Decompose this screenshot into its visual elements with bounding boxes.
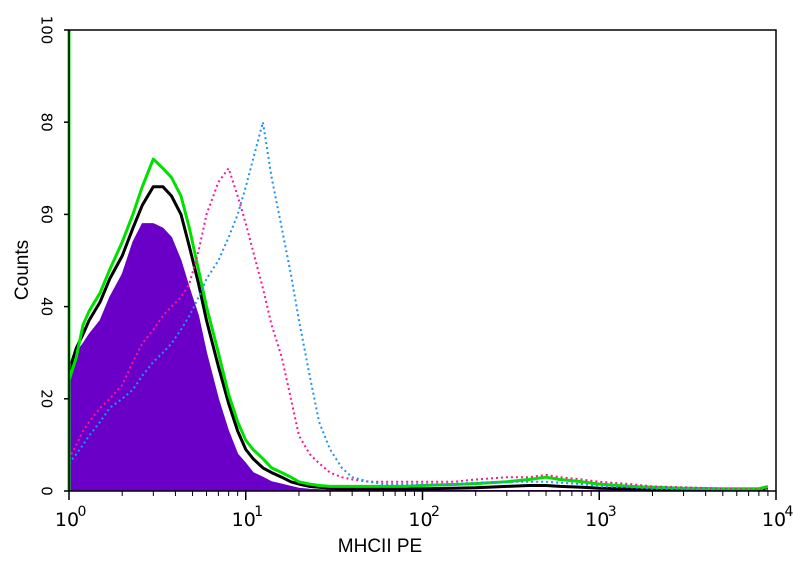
x-tick-exponent: 3 — [608, 504, 617, 520]
x-axis-label: MHCII PE — [338, 536, 422, 557]
series-4-line — [68, 121, 768, 492]
y-tick-label: 80 — [38, 113, 56, 132]
y-axis: 0 20 40 60 80 100 — [38, 16, 69, 496]
y-tick-label: 20 — [38, 389, 56, 408]
series-1-line — [67, 185, 768, 492]
series-2-line — [67, 157, 769, 491]
x-tick-label: 10 — [408, 509, 432, 531]
y-axis-label: Counts — [12, 240, 33, 300]
y-tick-label: 100 — [38, 16, 56, 45]
x-tick-label: 10 — [232, 509, 256, 531]
x-tick-label: 10 — [762, 509, 786, 531]
x-tick-label: 10 — [585, 509, 609, 531]
plot-area — [67, 29, 777, 492]
x-tick-exponent: 0 — [78, 504, 87, 520]
x-tick-exponent: 2 — [431, 504, 440, 520]
x-tick-exponent: 4 — [785, 504, 793, 520]
x-axis: 100 101 102 103 104 — [55, 491, 793, 531]
x-tick-label: 10 — [55, 509, 79, 531]
x-tick-exponent: 1 — [254, 504, 263, 520]
y-tick-label: 0 — [38, 486, 56, 496]
series-3-line — [68, 167, 768, 491]
y-tick-label: 60 — [38, 205, 56, 224]
y-tick-label: 40 — [38, 297, 56, 316]
